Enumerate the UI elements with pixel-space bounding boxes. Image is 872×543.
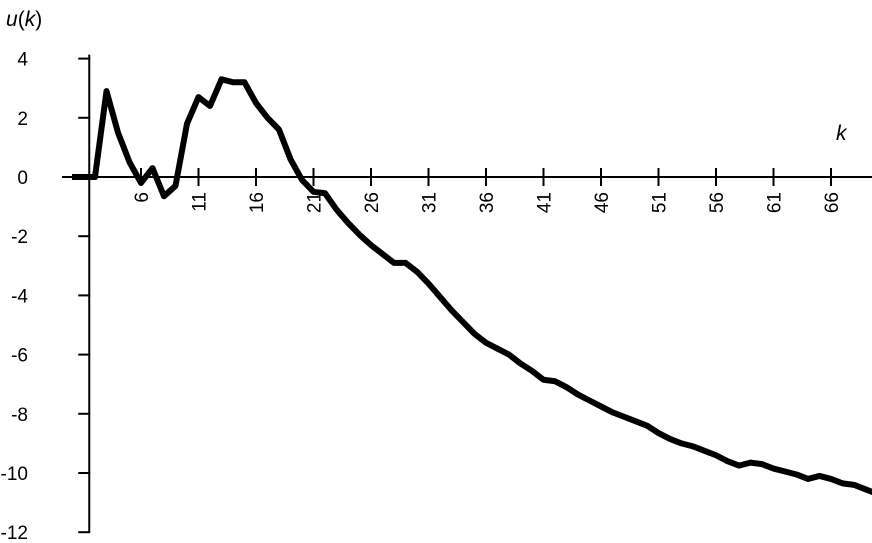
- y-tick-label: 4: [17, 50, 28, 71]
- x-tick-label: 26: [362, 192, 383, 213]
- x-tick-label: 36: [477, 192, 498, 213]
- y-axis: 4 2 0 -2 -4 -6 -8 -10 -12: [1, 50, 91, 543]
- y-tick-label: -12: [1, 523, 28, 543]
- y-axis-title-arg: k: [25, 8, 37, 31]
- y-tick-label: -2: [11, 227, 28, 248]
- x-tick-label: 46: [592, 192, 613, 213]
- y-tick-label: 2: [17, 109, 28, 130]
- y-axis-title-close-paren: ): [35, 8, 42, 31]
- x-tick-label: 61: [765, 192, 786, 213]
- x-tick-label: 56: [707, 192, 728, 213]
- x-tick-label: 51: [650, 192, 671, 213]
- y-tick-label: -8: [11, 405, 28, 426]
- y-tick-label: 0: [17, 168, 28, 189]
- x-tick-label: 16: [247, 192, 268, 213]
- x-axis-title: k: [836, 122, 848, 145]
- x-tick-label: 41: [535, 192, 556, 213]
- y-tick-label: -4: [11, 286, 28, 307]
- x-axis: 6 11 16 21 26 31 36 41 46 51 56 61 66: [62, 168, 872, 213]
- y-tick-label: -6: [11, 346, 28, 367]
- x-tick-label: 11: [190, 192, 211, 212]
- y-axis-title-var: u: [6, 8, 18, 31]
- x-tick-label: 31: [420, 192, 441, 213]
- series-line: [72, 76, 872, 496]
- y-axis-title-open-paren: (: [18, 8, 25, 31]
- y-axis-title: u(k): [6, 8, 42, 31]
- series-layer: [72, 76, 872, 496]
- x-tick-label: 21: [305, 192, 326, 213]
- x-tick-label: 66: [822, 192, 843, 213]
- x-tick-label: 6: [132, 192, 153, 203]
- y-tick-label: -10: [1, 464, 28, 485]
